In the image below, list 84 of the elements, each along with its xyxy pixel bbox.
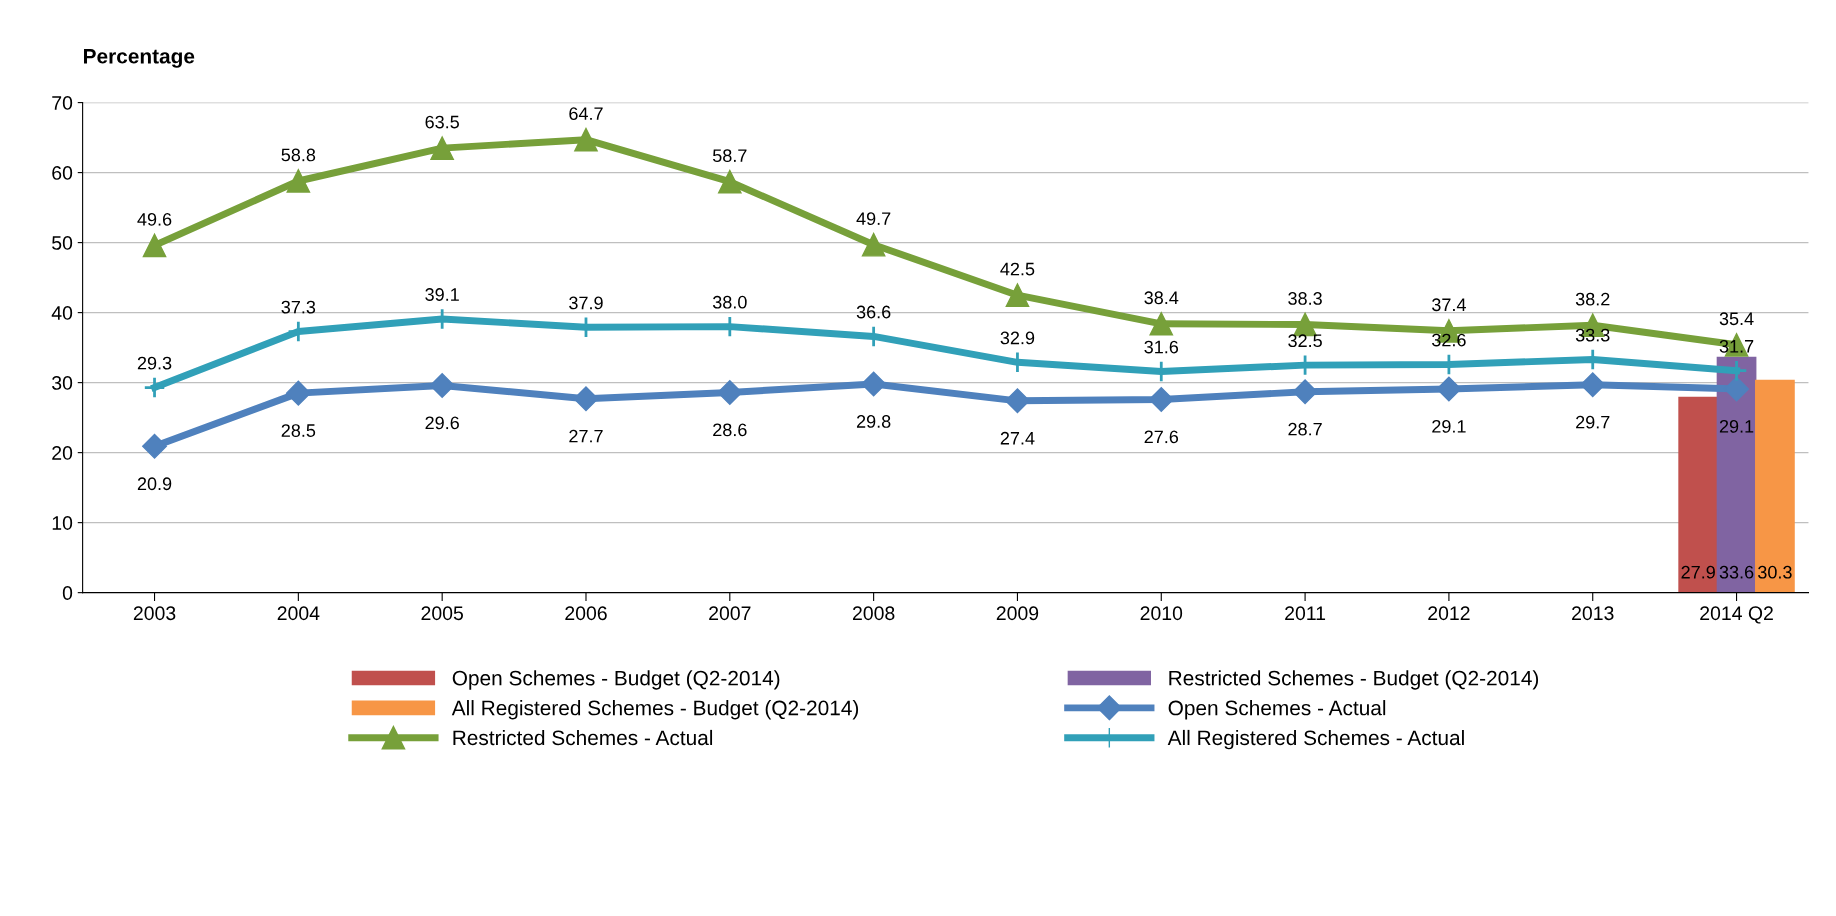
data-label: 27.6 xyxy=(1144,430,1179,444)
y-tick-label: 40 xyxy=(51,306,73,320)
point xyxy=(861,371,887,397)
data-label: 49.7 xyxy=(856,212,891,226)
data-label: 38.4 xyxy=(1144,291,1179,305)
data-label: 58.7 xyxy=(712,149,747,163)
x-tick-label: 2014 Q2 xyxy=(1700,606,1773,624)
x-tick-label: 2006 xyxy=(565,606,607,621)
data-label: 36.6 xyxy=(856,305,891,319)
y-tick-label: 60 xyxy=(52,166,73,180)
data-label: 27.7 xyxy=(569,429,603,443)
legend-label: Open Schemes - Actual xyxy=(1168,700,1386,720)
data-label: 38.3 xyxy=(1288,292,1322,305)
data-label: 29.1 xyxy=(1719,419,1754,433)
data-label: 58.8 xyxy=(281,148,316,162)
x-tick-label: 2004 xyxy=(277,606,320,621)
point xyxy=(1005,283,1030,307)
point xyxy=(142,433,168,459)
data-label: 29.7 xyxy=(1576,415,1610,429)
data-label: 28.7 xyxy=(1288,422,1322,436)
data-label: 37.4 xyxy=(1432,298,1466,312)
point xyxy=(574,127,598,152)
point xyxy=(143,376,166,399)
data-label: 32.9 xyxy=(1000,331,1035,345)
point xyxy=(573,386,599,412)
point xyxy=(1292,379,1318,405)
data-label: 37.3 xyxy=(281,300,316,314)
data-label: 27.4 xyxy=(1000,431,1035,445)
point xyxy=(429,372,455,398)
data-label: 37.9 xyxy=(569,296,603,310)
point xyxy=(861,232,886,257)
point xyxy=(430,136,454,160)
data-label: 49.6 xyxy=(137,212,172,226)
legend-label: All Registered Schemes - Actual xyxy=(1167,729,1464,750)
legend-label: Restricted Schemes - Actual xyxy=(453,729,713,746)
point xyxy=(1148,386,1174,412)
point xyxy=(1580,372,1606,398)
data-label: 28.6 xyxy=(713,423,747,437)
x-tick-label: 2009 xyxy=(996,606,1039,621)
x-tick-label: 2011 xyxy=(1285,606,1326,621)
data-label: 27.9 xyxy=(1681,565,1715,579)
data-label: 64.7 xyxy=(569,107,603,121)
y-tick-label: 50 xyxy=(52,236,73,250)
legend-label: Open Schemes - Budget (Q2-2014) xyxy=(452,670,780,690)
data-label: 29.6 xyxy=(425,416,459,430)
data-label: 28.5 xyxy=(281,424,316,437)
legend-label: Restricted Schemes - Budget (Q2-2014) xyxy=(1169,670,1539,690)
point xyxy=(1149,312,1174,336)
data-label: 32.5 xyxy=(1288,334,1322,348)
x-tick-label: 2003 xyxy=(133,606,176,621)
point xyxy=(286,169,311,193)
y-axis-title: Percentage xyxy=(84,49,195,68)
point xyxy=(1004,388,1030,414)
data-label: 63.5 xyxy=(425,115,459,129)
data-label: 31.6 xyxy=(1144,340,1179,354)
y-tick-label: 70 xyxy=(52,96,73,110)
point xyxy=(142,233,167,258)
y-tick-label: 30 xyxy=(52,376,73,390)
x-tick-label: 2012 xyxy=(1428,606,1470,621)
x-tick-label: 2013 xyxy=(1572,606,1614,621)
point xyxy=(718,169,742,194)
point xyxy=(1436,376,1462,402)
data-label: 39.1 xyxy=(425,288,459,301)
data-label: 29.3 xyxy=(137,356,172,370)
point xyxy=(1724,376,1750,402)
point xyxy=(717,379,743,405)
data-label: 29.8 xyxy=(856,415,891,428)
data-label: 20.9 xyxy=(137,477,172,491)
data-label: 42.5 xyxy=(1000,262,1035,276)
x-tick-label: 2010 xyxy=(1140,606,1183,621)
data-label: 38.0 xyxy=(712,295,747,309)
data-label: 29.1 xyxy=(1432,419,1466,433)
data-label: 33.6 xyxy=(1719,565,1754,579)
y-tick-label: 20 xyxy=(52,446,73,460)
y-tick-label: 0 xyxy=(62,586,73,600)
data-label: 38.2 xyxy=(1575,292,1610,306)
y-tick-label: 10 xyxy=(52,516,73,530)
data-label: 30.3 xyxy=(1758,565,1792,579)
data-label: 35.4 xyxy=(1719,312,1754,326)
legend-label: All Registered Schemes - Budget (Q2-2014) xyxy=(451,700,859,720)
x-tick-label: 2007 xyxy=(709,606,751,621)
x-tick-label: 2005 xyxy=(421,606,463,621)
x-tick-label: 2008 xyxy=(852,606,895,621)
point xyxy=(285,380,311,406)
